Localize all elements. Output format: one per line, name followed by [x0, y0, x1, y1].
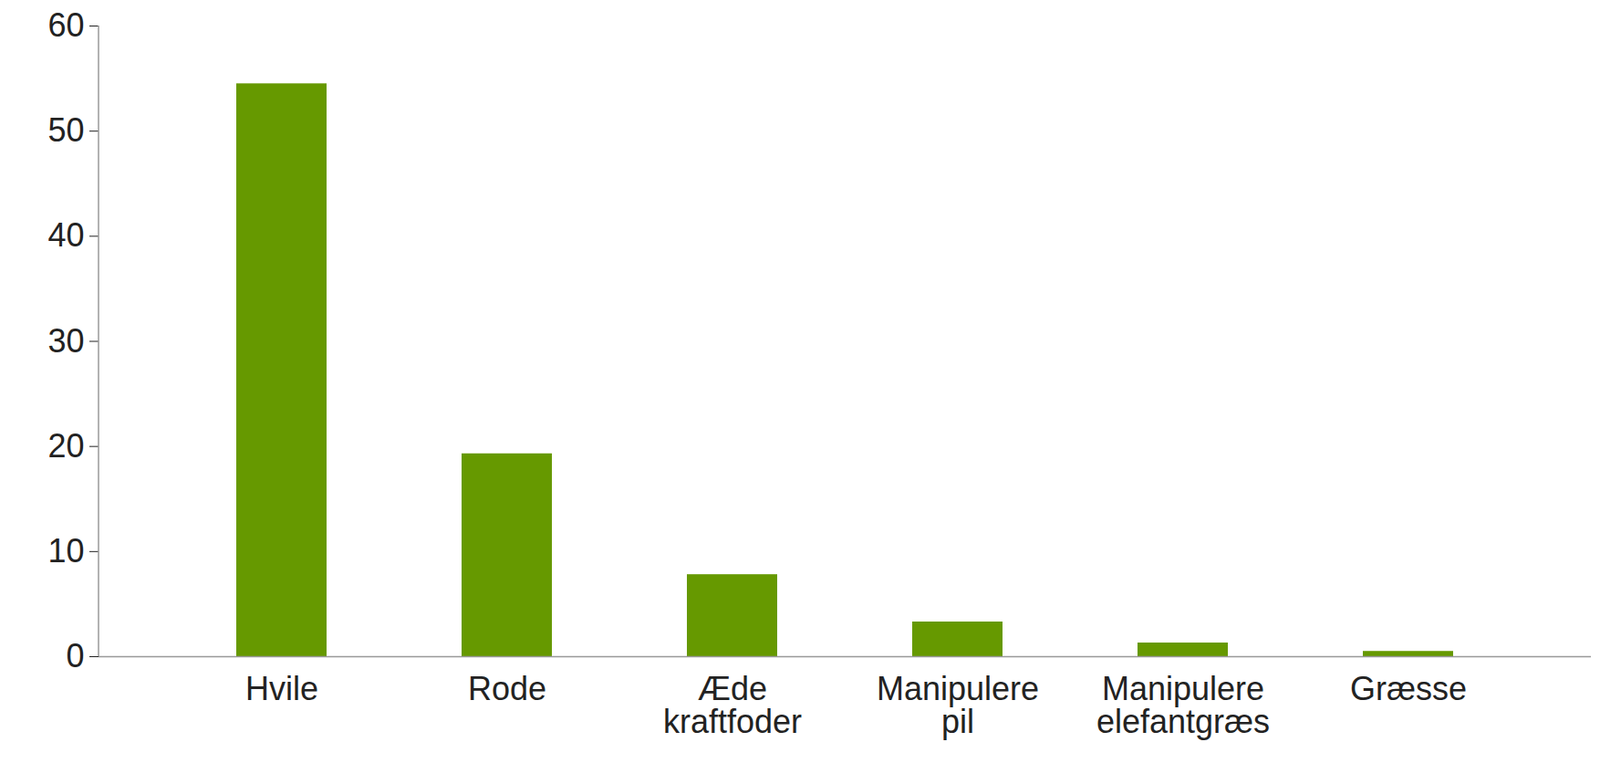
- svg-text:20: 20: [47, 426, 84, 465]
- svg-text:50: 50: [47, 111, 84, 149]
- svg-text:0: 0: [65, 636, 84, 675]
- svg-text:Manipulereelefantgræs: Manipulereelefantgræs: [1096, 669, 1270, 740]
- svg-text:Rode: Rode: [467, 669, 547, 707]
- svg-text:30: 30: [47, 322, 84, 360]
- svg-text:Græsse: Græsse: [1350, 669, 1467, 707]
- svg-text:10: 10: [47, 531, 84, 570]
- svg-text:60: 60: [47, 6, 84, 44]
- svg-text:Ædekraftfoder: Ædekraftfoder: [663, 669, 802, 740]
- svg-text:Hvile: Hvile: [245, 669, 319, 707]
- svg-text:Manipulerepil: Manipulerepil: [876, 669, 1039, 740]
- svg-text:40: 40: [47, 216, 84, 254]
